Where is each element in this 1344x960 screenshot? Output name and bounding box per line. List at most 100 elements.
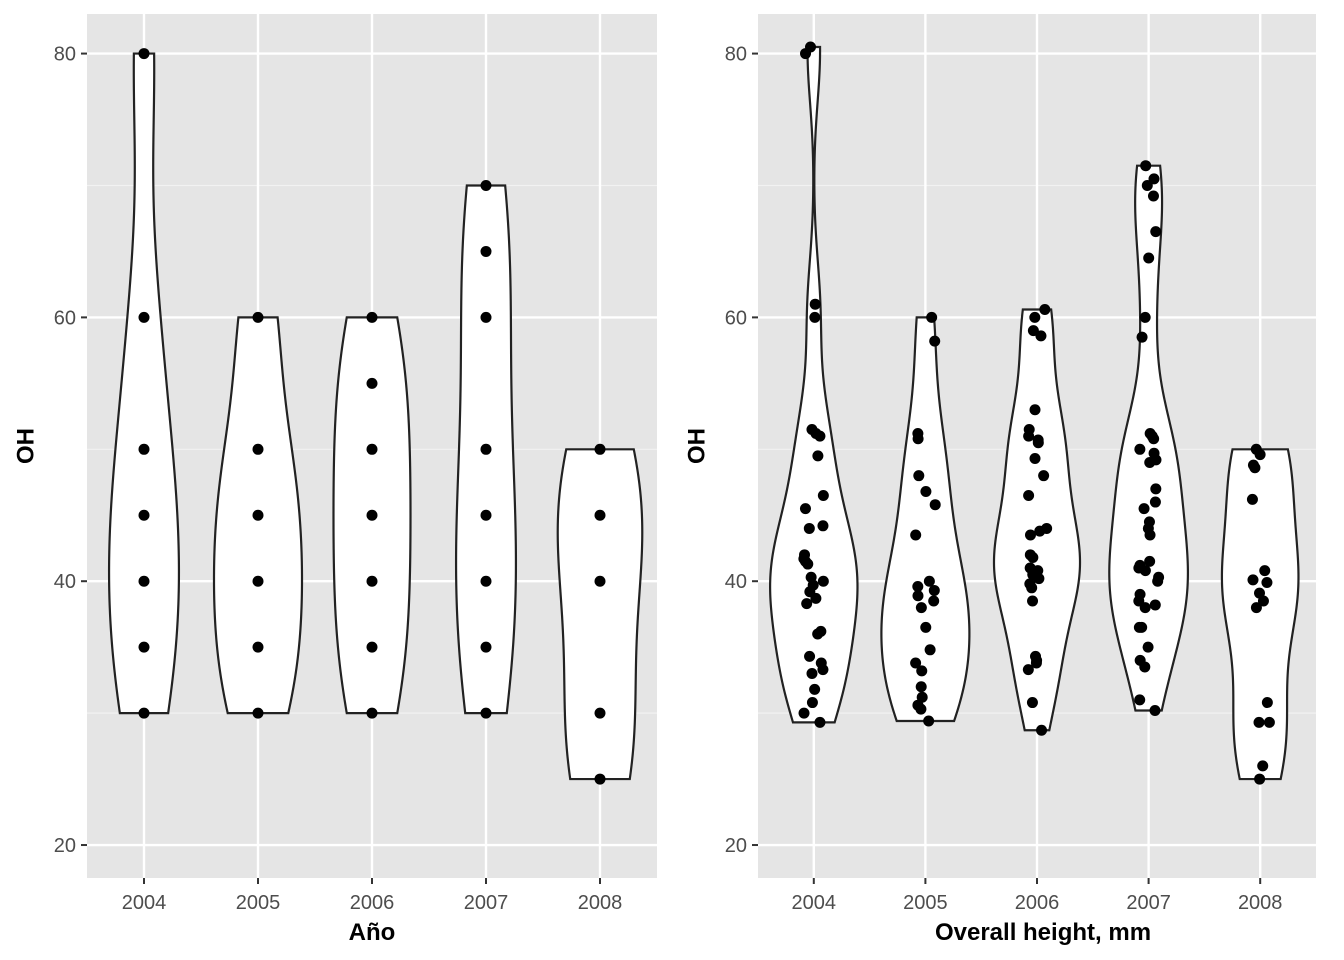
data-point <box>1030 657 1042 669</box>
data-point <box>809 683 821 695</box>
data-point <box>1033 573 1045 585</box>
data-point <box>1027 595 1039 607</box>
data-point <box>1038 470 1050 482</box>
data-point <box>1138 503 1150 515</box>
violin-2004 <box>107 52 181 715</box>
data-point <box>1142 641 1154 653</box>
data-point <box>912 590 924 602</box>
data-point <box>817 575 829 587</box>
data-point <box>1026 582 1038 594</box>
x-tick-label: 2006 <box>350 892 395 914</box>
data-point <box>809 311 821 323</box>
data-point <box>1261 697 1273 709</box>
data-point <box>1022 664 1034 676</box>
data-point <box>480 575 492 587</box>
data-point <box>809 298 821 310</box>
data-point <box>366 443 378 455</box>
data-point <box>594 575 606 587</box>
data-point <box>800 48 812 60</box>
data-point <box>1035 330 1047 342</box>
data-point <box>1032 437 1044 449</box>
right-panel: 20 40 60 80 2004 2005 2006 2007 2008 Overall heig… <box>684 14 1316 946</box>
data-point <box>799 503 811 515</box>
data-point <box>912 580 924 592</box>
data-point <box>801 598 813 610</box>
data-point <box>1036 724 1048 736</box>
data-point <box>814 716 826 728</box>
data-point <box>1149 599 1161 611</box>
x-axis-title: Overall height, mm <box>935 919 1151 946</box>
data-point <box>1246 493 1258 505</box>
data-point <box>1140 160 1152 172</box>
violin-2004 <box>768 45 859 724</box>
data-point <box>366 377 378 389</box>
data-point <box>480 179 492 191</box>
data-point <box>803 522 815 534</box>
data-point <box>812 628 824 640</box>
data-point <box>920 621 932 633</box>
data-point <box>1029 404 1041 416</box>
data-point <box>1144 555 1156 567</box>
y-axis-title: OH <box>684 428 711 464</box>
data-point <box>1149 496 1161 508</box>
data-point <box>138 641 150 653</box>
data-point <box>138 509 150 521</box>
data-point <box>1253 716 1265 728</box>
data-point <box>1029 311 1041 323</box>
left-panel: 20 40 60 80 2004 2005 2006 2007 2008 Año OH <box>13 14 657 946</box>
data-point <box>1141 179 1153 191</box>
data-point <box>252 311 264 323</box>
y-tick-label: 60 <box>725 307 747 329</box>
data-point <box>923 715 935 727</box>
data-point <box>1263 716 1275 728</box>
x-axis-title: Año <box>349 919 396 946</box>
data-point <box>594 773 606 785</box>
data-point <box>910 529 922 541</box>
data-point <box>1136 331 1148 343</box>
data-point <box>1023 430 1035 442</box>
data-point <box>1254 773 1266 785</box>
x-tick-label: 2007 <box>1126 892 1171 914</box>
data-point <box>1026 697 1038 709</box>
data-point <box>594 509 606 521</box>
x-tick-label: 2005 <box>903 892 948 914</box>
data-point <box>366 311 378 323</box>
data-point <box>1139 311 1151 323</box>
data-point <box>806 697 818 709</box>
data-point <box>806 668 818 680</box>
x-tick-label: 2007 <box>464 892 509 914</box>
data-point <box>1247 574 1259 586</box>
data-point <box>916 665 928 677</box>
data-point <box>1024 529 1036 541</box>
data-point <box>1254 449 1266 461</box>
data-point <box>1136 621 1148 633</box>
x-tick-label: 2004 <box>792 892 837 914</box>
data-point <box>252 509 264 521</box>
data-point <box>480 509 492 521</box>
data-point <box>1148 433 1160 445</box>
x-tick-label: 2004 <box>122 892 167 914</box>
data-point <box>924 644 936 656</box>
data-point <box>915 681 927 693</box>
data-point <box>594 443 606 455</box>
data-point <box>252 641 264 653</box>
data-point <box>252 575 264 587</box>
data-point <box>1257 760 1269 772</box>
y-tick-label: 40 <box>54 571 76 593</box>
data-point <box>1148 173 1160 185</box>
data-point <box>366 575 378 587</box>
y-tick-label: 40 <box>725 571 747 593</box>
data-point <box>138 707 150 719</box>
data-point <box>366 641 378 653</box>
data-point <box>594 707 606 719</box>
violin-2008 <box>556 448 644 781</box>
data-point <box>1259 565 1271 577</box>
data-point <box>480 311 492 323</box>
x-tick-label: 2006 <box>1015 892 1060 914</box>
y-tick-label: 20 <box>725 835 747 857</box>
data-point <box>1150 226 1162 238</box>
data-point <box>1257 595 1269 607</box>
data-point <box>912 433 924 445</box>
data-point <box>1139 661 1151 673</box>
